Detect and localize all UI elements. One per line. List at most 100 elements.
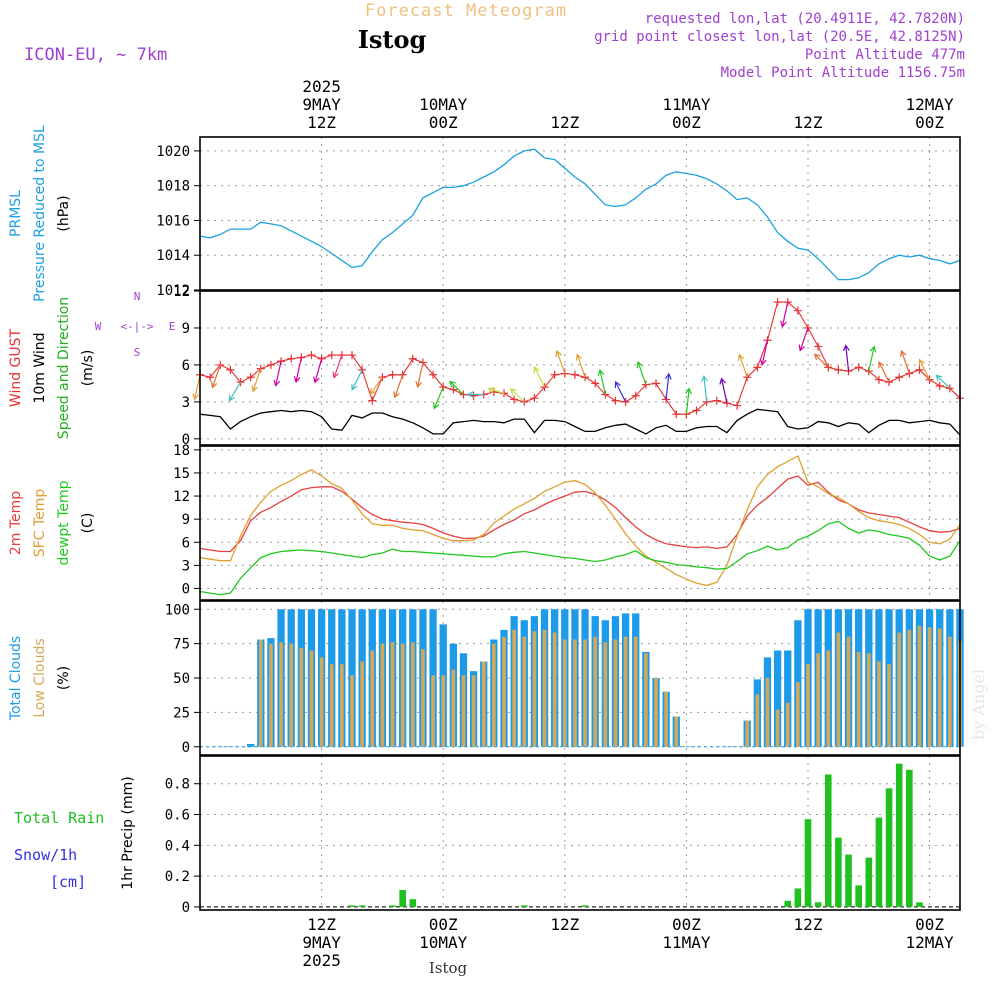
gust-marker <box>672 410 681 419</box>
y-tick-label: 0.8 <box>165 777 190 793</box>
y-tick-label: 0 <box>182 740 190 756</box>
y-tick-label: 9 <box>182 321 190 337</box>
top-time-label: 12Z <box>794 113 823 132</box>
y-tick-label: 50 <box>173 671 190 687</box>
panel-frame <box>199 600 961 756</box>
wind-arrow <box>488 388 505 394</box>
low-cloud-bar <box>877 661 881 747</box>
wind-arrow-head <box>332 371 339 379</box>
panel-precip: 0 0.2 0.4 0.6 0.8 <box>165 756 960 916</box>
low-cloud-bar <box>512 629 516 747</box>
top-time-label: 9MAY <box>302 95 341 114</box>
panel-pressure: 1012 1014 1016 1018 1020 <box>156 137 961 299</box>
low-cloud-bar <box>471 675 476 747</box>
gust-marker <box>307 351 316 360</box>
gust-marker <box>834 365 843 374</box>
temp-line-dewpt-temp <box>199 520 961 596</box>
wind-arrow <box>351 369 363 391</box>
wind-arrow-head <box>636 360 643 369</box>
low-cloud-bar <box>573 639 577 747</box>
gust-marker <box>530 394 539 403</box>
gust-marker <box>773 298 782 307</box>
gust-marker <box>631 391 640 400</box>
gust-marker <box>692 406 701 415</box>
low-cloud-bar <box>258 639 263 747</box>
wind-arrow <box>449 381 464 395</box>
low-cloud-bar <box>674 716 679 747</box>
wind-arrow-head <box>685 387 692 395</box>
wind-arrow <box>228 381 242 401</box>
wind-arrow <box>637 361 647 385</box>
low-cloud-bar <box>664 691 668 747</box>
gust-marker <box>935 381 944 390</box>
wind-ylabel: Wind GUST <box>8 328 24 407</box>
panel-wind: 0 3 6 9 12 <box>173 284 964 448</box>
gust-marker <box>793 306 802 315</box>
gust-marker <box>408 354 417 363</box>
rain-bar <box>865 857 873 907</box>
pressure-ylabel: (hPa) <box>56 195 72 231</box>
rain-bar <box>895 763 903 907</box>
wind-arrow <box>599 369 606 395</box>
wind-ylabel: Speed and Direction <box>56 297 72 439</box>
low-cloud-bar <box>907 629 912 747</box>
low-cloud-bar <box>299 647 304 747</box>
low-cloud-bar <box>593 636 598 747</box>
low-cloud-bar <box>370 650 375 747</box>
wind-arrow-head <box>737 353 745 361</box>
header-location: Istog <box>358 25 427 54</box>
rain-bar <box>520 905 528 907</box>
low-cloud-bar <box>340 664 344 747</box>
wind-arrow <box>781 301 789 327</box>
wind-arrow <box>761 340 769 365</box>
top-time-label: 12MAY <box>906 95 955 114</box>
y-tick-label: 9 <box>182 512 190 528</box>
top-time-label: 11MAY <box>662 95 711 114</box>
bottom-time-label: 00Z <box>672 915 701 934</box>
pressure-ylabel: PRMSL <box>8 190 24 237</box>
wind-arrow-head <box>369 387 377 395</box>
rain-bar <box>916 902 923 907</box>
wind-arrow <box>369 376 383 395</box>
rain-bar <box>399 889 406 907</box>
low-cloud-bar <box>360 661 364 747</box>
top-time-label: 00Z <box>915 113 944 132</box>
low-cloud-bar <box>502 636 506 747</box>
bottom-time-label: 2025 <box>302 951 341 970</box>
gust-marker <box>520 397 529 406</box>
wind-arrow <box>211 364 221 388</box>
y-tick-label: 100 <box>165 602 190 618</box>
y-tick-label: 1020 <box>156 144 190 160</box>
low-cloud-bar <box>319 657 324 747</box>
low-cloud-bar <box>917 625 922 747</box>
low-cloud-bar <box>603 642 608 747</box>
wind-arrow <box>433 386 444 409</box>
low-cloud-bar <box>644 653 648 747</box>
rain-bar <box>845 854 852 907</box>
bottom-time-label: 9MAY <box>302 933 341 952</box>
rain-bar <box>906 769 913 907</box>
precip-snow-label: Snow/1h <box>14 846 77 864</box>
rain-bar <box>409 899 417 907</box>
low-cloud-bar <box>583 639 587 747</box>
wind-arrow-head <box>351 383 358 391</box>
wind-arrow-head <box>449 380 456 388</box>
low-cloud-bar <box>532 631 537 747</box>
low-cloud-bar <box>451 669 456 747</box>
temp-ylabel: dewpt Temp <box>56 480 72 565</box>
wind-arrow-head <box>509 388 517 395</box>
low-cloud-bar <box>421 649 425 747</box>
panel-frame <box>199 445 961 601</box>
wind-arrow-head <box>899 349 907 358</box>
low-cloud-bar <box>461 675 466 747</box>
low-cloud-bar <box>522 636 527 747</box>
wind-arrow <box>556 350 566 374</box>
wind-arrow-head <box>313 376 320 384</box>
bottom-time-label: 12MAY <box>906 933 955 952</box>
low-cloud-bar <box>765 678 770 747</box>
wind-arrow <box>919 359 931 380</box>
clouds-ylabel: Low Clouds <box>32 638 48 717</box>
header-model-altitude: Model Point Altitude 1156.75m <box>721 65 965 81</box>
panel-frame <box>199 290 961 446</box>
